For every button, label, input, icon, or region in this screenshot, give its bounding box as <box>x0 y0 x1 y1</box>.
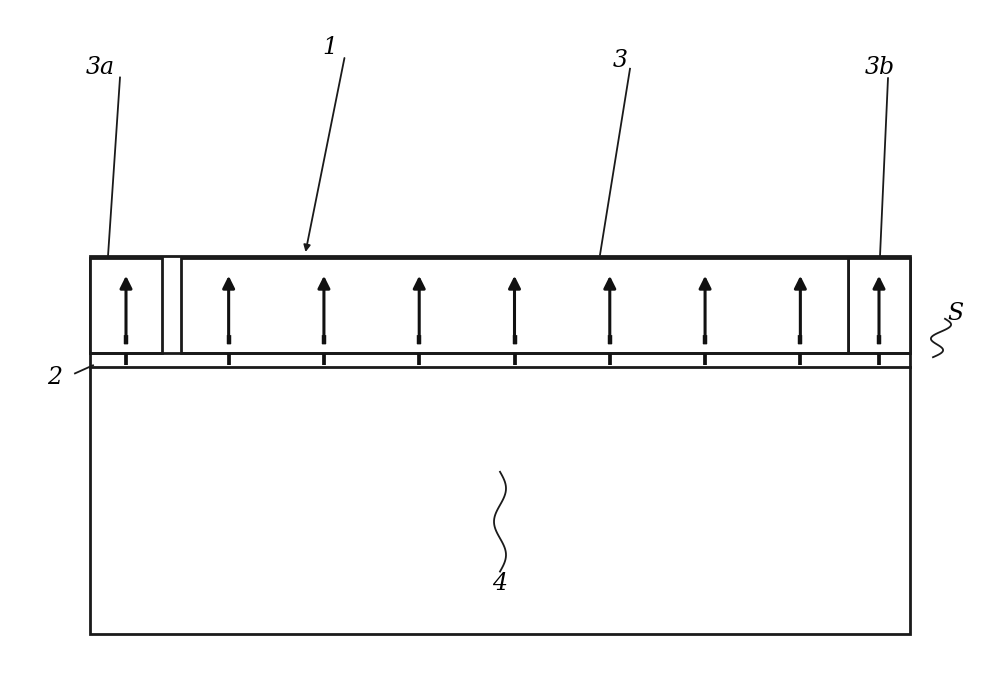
Bar <box>181 258 848 353</box>
Text: 2: 2 <box>48 366 62 389</box>
Text: 3a: 3a <box>85 56 115 79</box>
Text: S: S <box>947 302 963 325</box>
Bar <box>90 258 162 353</box>
Bar <box>90 256 910 634</box>
Bar <box>848 258 910 353</box>
Text: 3b: 3b <box>865 56 895 79</box>
Text: 4: 4 <box>492 572 508 594</box>
Text: 1: 1 <box>322 36 338 59</box>
Text: 3: 3 <box>612 49 628 72</box>
